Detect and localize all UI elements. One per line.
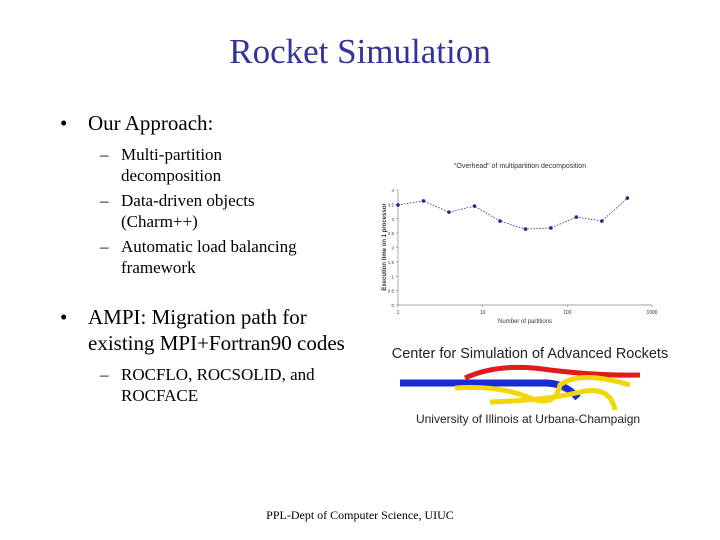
data-point [396, 203, 400, 207]
logo-stripe [489, 388, 618, 411]
logo: Center for Simulation of Advanced Rocket… [392, 346, 668, 426]
logo-stripe [463, 364, 641, 381]
sub-list: ROCFLO, ROCSOLID, and ROCFACE [100, 364, 340, 406]
bullet: Our Approach: [58, 110, 358, 136]
sub-list: Multi-partition decomposition Data-drive… [100, 144, 315, 278]
x-tick-label: 10 [480, 310, 486, 316]
logo-title: Center for Simulation of Advanced Rocket… [392, 346, 668, 362]
bullet-block: Our Approach: Multi-partition decomposit… [58, 110, 358, 278]
bullet-block: AMPI: Migration path for existing MPI+Fo… [58, 304, 358, 406]
chart-title: "Overhead" of multipartition decompositi… [454, 163, 586, 170]
y-tick-label: 0.5 [388, 289, 395, 294]
x-tick-label: 100 [563, 310, 572, 316]
y-tick-label: 1.5 [388, 260, 395, 265]
data-point [472, 204, 477, 208]
sub-bullet: ROCFLO, ROCSOLID, and ROCFACE [100, 364, 340, 406]
y-tick-label: 3 [391, 217, 394, 222]
series-line [397, 197, 628, 230]
x-axis-label: Number of partitions [498, 319, 552, 325]
logo-subtitle: University of Illinois at Urbana-Champai… [416, 412, 640, 426]
y-tick-label: 2 [391, 246, 394, 251]
y-tick-label: 4 [391, 188, 394, 193]
data-point [498, 219, 502, 223]
data-point [523, 227, 528, 231]
sub-bullet: Multi-partition decomposition [100, 144, 315, 186]
data-point [549, 226, 553, 230]
sub-bullet: Data-driven objects (Charm++) [100, 190, 315, 232]
x-tick-label: 1 [397, 310, 400, 316]
x-tick-label: 1000 [646, 310, 657, 316]
y-tick-label: 2.5 [388, 231, 395, 236]
y-tick-label: 0 [391, 303, 394, 308]
data-point [625, 196, 630, 200]
chart: "Overhead" of multipartition decompositi… [382, 163, 658, 325]
y-tick-label: 1 [391, 274, 394, 279]
bullet: AMPI: Migration path for existing MPI+Fo… [58, 304, 358, 356]
sub-bullet: Automatic load balancing framework [100, 236, 315, 278]
y-tick-label: 3.5 [388, 202, 395, 207]
data-point [447, 210, 451, 214]
data-point [600, 219, 604, 223]
footer: PPL-Dept of Computer Science, UIUC [266, 508, 454, 522]
slide-title: Rocket Simulation [229, 32, 491, 71]
y-axis-label: Execution time on 1 processor [382, 203, 388, 291]
data-point [574, 215, 579, 219]
data-point [421, 199, 426, 203]
